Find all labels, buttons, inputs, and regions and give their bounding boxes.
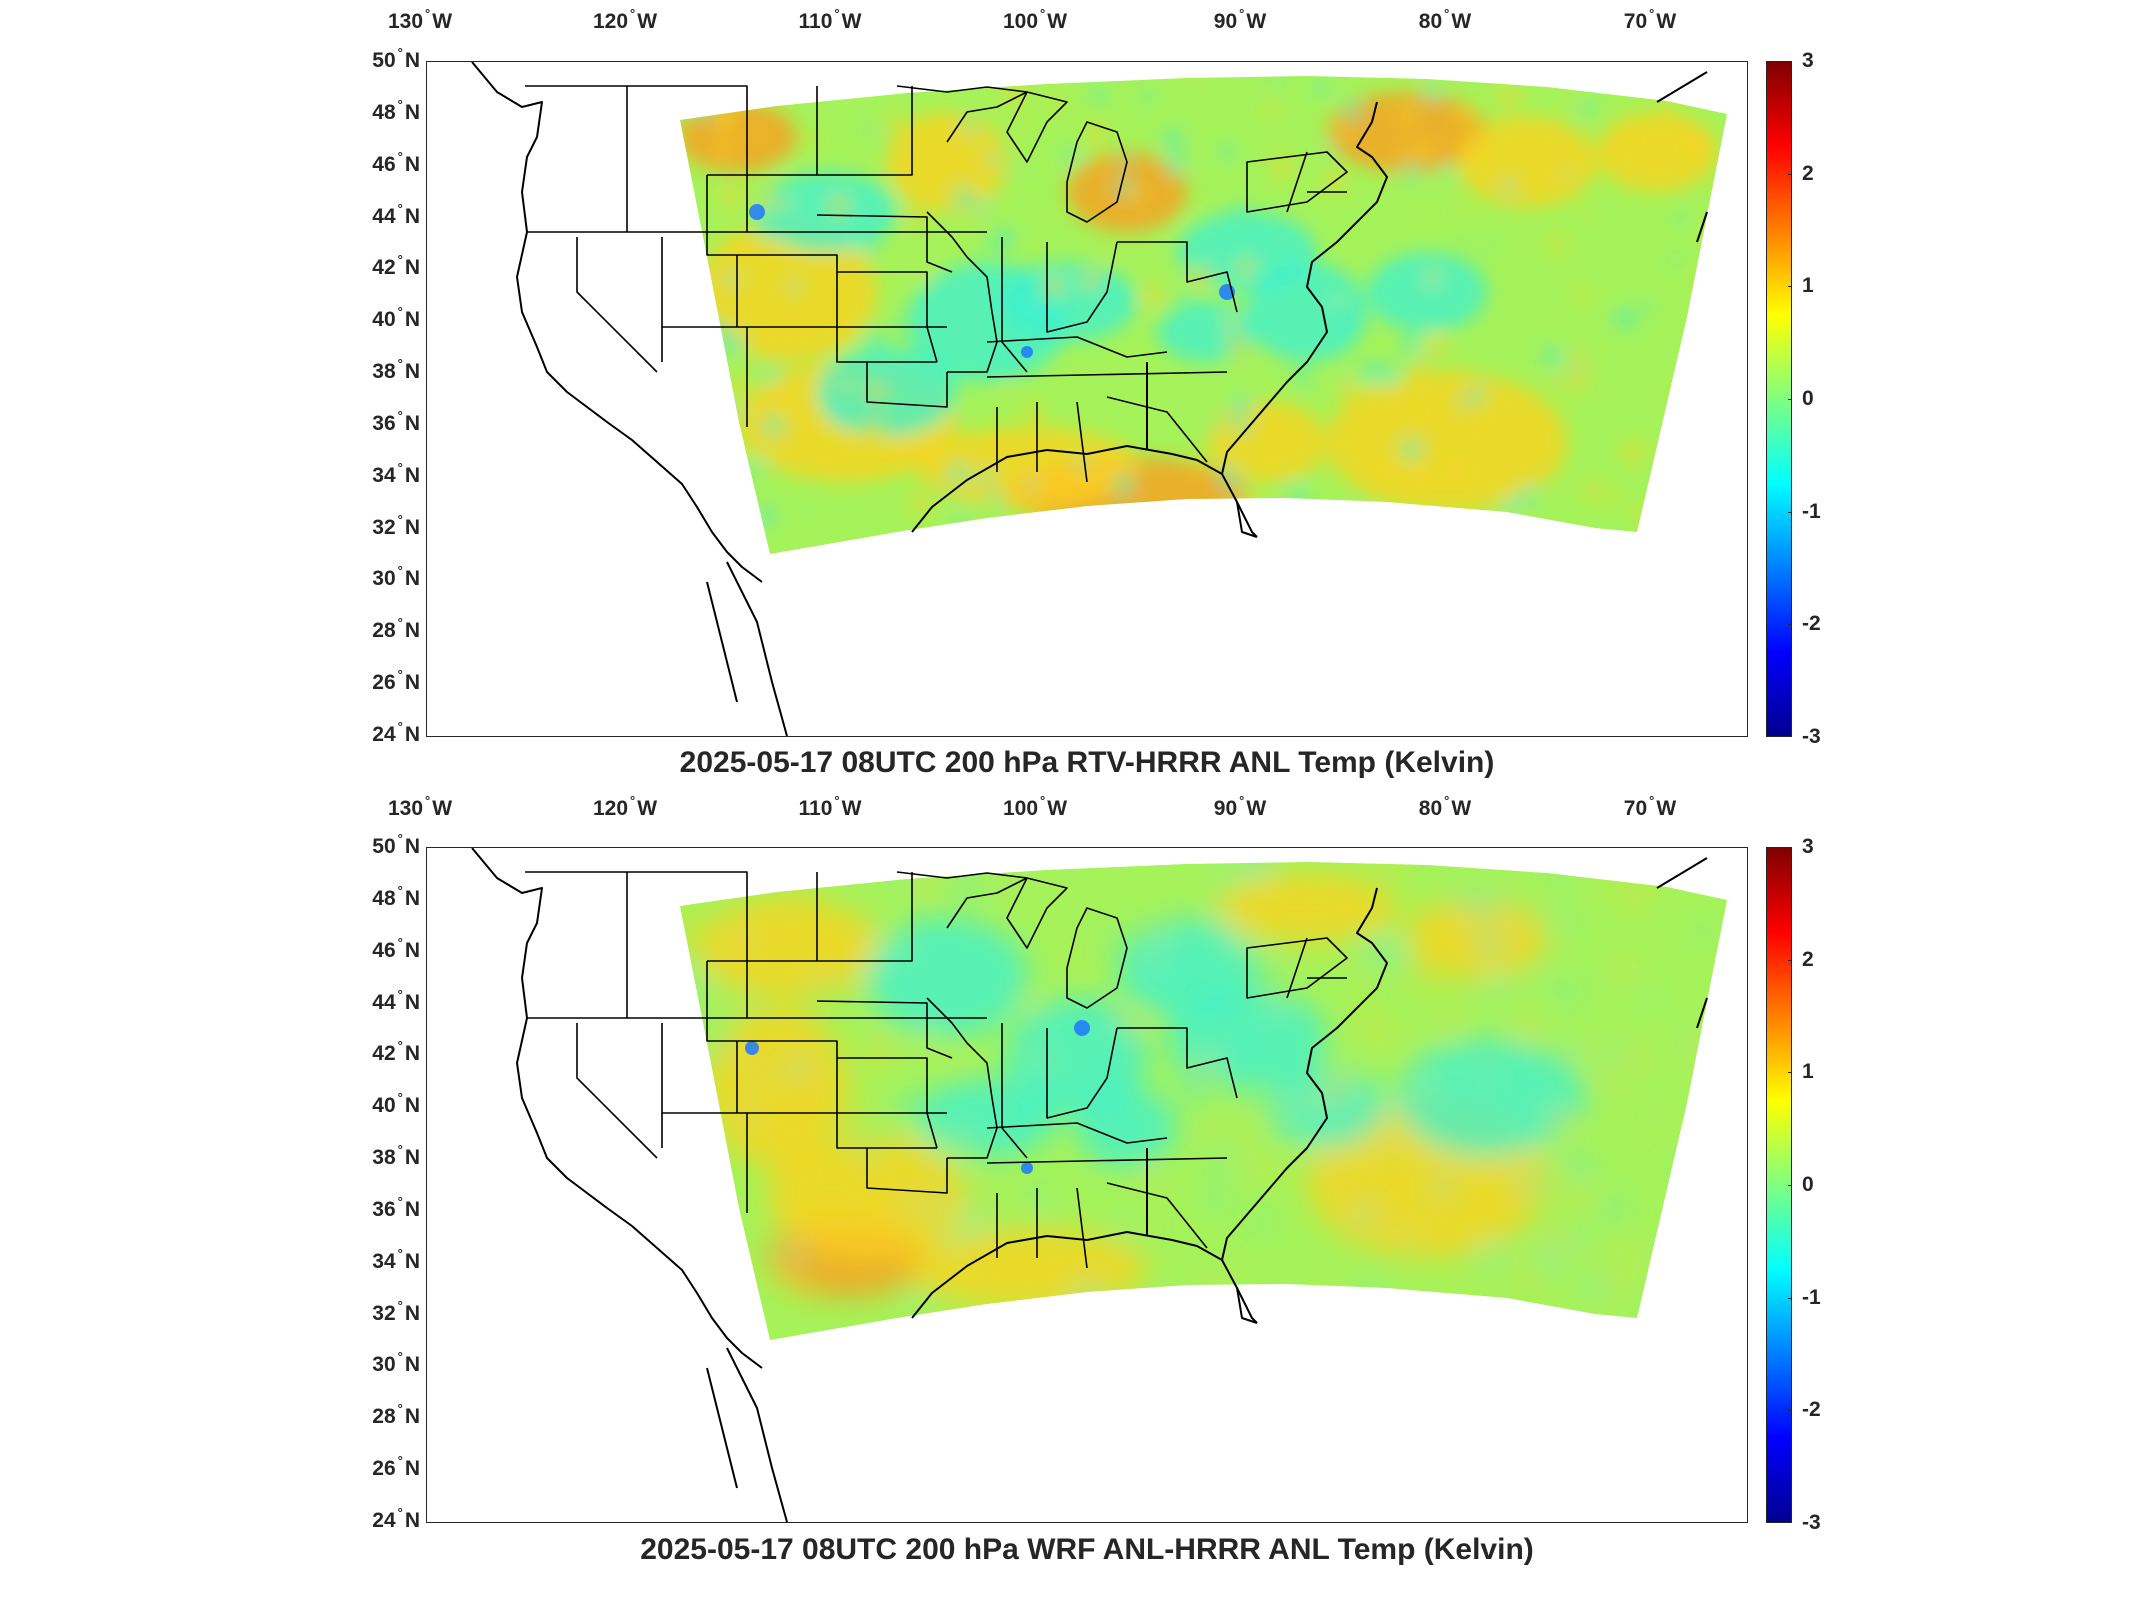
- lat-tick-label: 34 °N: [372, 1245, 420, 1273]
- lon-tick-label: 70 °W: [1623, 6, 1677, 33]
- colorbar-tick-mark: [1788, 286, 1792, 288]
- lat-tick-label: 48 °N: [372, 882, 420, 910]
- panel-title: 2025-05-17 08UTC 200 hPa WRF ANL-HRRR AN…: [640, 1533, 1534, 1566]
- colorbar: [1766, 847, 1792, 1523]
- lat-tick-label: 38 °N: [372, 1142, 420, 1170]
- colorbar-tick-mark: [1788, 736, 1792, 737]
- colorbar-tick-label: 1: [1802, 1060, 1814, 1084]
- colorbar-tick-label: -3: [1802, 725, 1821, 748]
- lon-tick-label: 130 °W: [387, 6, 453, 33]
- lat-tick-label: 42 °N: [372, 1038, 420, 1066]
- colorbar-tick-label: 3: [1802, 835, 1814, 858]
- lat-tick-label: 24 °N: [372, 719, 420, 746]
- lon-tick-label: 80 °W: [1418, 6, 1472, 33]
- colorbar-tick-label: 2: [1802, 947, 1814, 971]
- lat-tick-label: 44 °N: [372, 200, 420, 228]
- colorbar-tick-label: 0: [1802, 387, 1814, 410]
- lon-tick-label: 90 °W: [1213, 793, 1267, 820]
- lat-tick-label: 30 °N: [372, 1349, 420, 1377]
- lat-tick-label: 34 °N: [372, 459, 420, 487]
- colorbar-tick-label: -2: [1802, 1398, 1821, 1422]
- map-frame: [426, 61, 1748, 737]
- lat-tick-label: 28 °N: [372, 615, 420, 643]
- colorbar-tick-label: -1: [1802, 1285, 1821, 1309]
- lat-tick-label: 38 °N: [372, 356, 420, 384]
- colorbar-tick-mark: [1788, 173, 1792, 175]
- colorbar-tick-mark: [1788, 1072, 1792, 1074]
- lat-tick-label: 32 °N: [372, 1297, 420, 1325]
- lat-tick-label: 50 °N: [372, 45, 420, 72]
- lon-tick-label: 120 °W: [592, 6, 658, 33]
- lat-tick-label: 46 °N: [372, 934, 420, 962]
- colorbar-tick-mark: [1788, 847, 1792, 848]
- colorbar-tick-label: -1: [1802, 499, 1821, 523]
- lon-tick-label: 100 °W: [1002, 793, 1068, 820]
- lat-tick-label: 40 °N: [372, 1090, 420, 1118]
- lat-tick-label: 44 °N: [372, 986, 420, 1014]
- lon-tick-label: 110 °W: [798, 6, 862, 33]
- colorbar-tick-mark: [1788, 1185, 1792, 1186]
- lat-tick-label: 46 °N: [372, 148, 420, 176]
- colorbar-tick-mark: [1788, 1522, 1792, 1523]
- lon-tick-label: 100 °W: [1002, 6, 1068, 33]
- lat-tick-label: 30 °N: [372, 563, 420, 591]
- colorbar-tick-label: -2: [1802, 612, 1821, 636]
- lat-tick-label: 48 °N: [372, 96, 420, 124]
- colorbar-tick-mark: [1788, 511, 1792, 513]
- lat-tick-label: 26 °N: [372, 1453, 420, 1481]
- colorbar-tick-mark: [1788, 1410, 1792, 1412]
- lat-tick-label: 28 °N: [372, 1401, 420, 1429]
- lat-tick-label: 36 °N: [372, 407, 420, 435]
- lon-tick-label: 130 °W: [387, 793, 453, 820]
- lat-tick-label: 36 °N: [372, 1193, 420, 1221]
- lat-tick-label: 42 °N: [372, 252, 420, 280]
- lon-tick-label: 80 °W: [1418, 793, 1472, 820]
- colorbar-tick-label: 2: [1802, 161, 1814, 185]
- lat-tick-label: 40 °N: [372, 304, 420, 332]
- colorbar-tick-mark: [1788, 959, 1792, 961]
- panel-title: 2025-05-17 08UTC 200 hPa RTV-HRRR ANL Te…: [679, 746, 1495, 779]
- lon-tick-label: 70 °W: [1623, 793, 1677, 820]
- lon-tick-label: 90 °W: [1213, 6, 1267, 33]
- lat-tick-label: 26 °N: [372, 667, 420, 695]
- colorbar-tick-mark: [1788, 61, 1792, 62]
- colorbar-tick-mark: [1788, 1297, 1792, 1299]
- map-plot: [471, 848, 1727, 1522]
- map-frame: [426, 847, 1748, 1523]
- map-plot: [471, 62, 1727, 736]
- colorbar-tick-mark: [1788, 624, 1792, 626]
- colorbar-tick-label: 3: [1802, 49, 1814, 72]
- colorbar-tick-label: 0: [1802, 1173, 1814, 1196]
- lat-tick-label: 50 °N: [372, 831, 420, 858]
- lat-tick-label: 32 °N: [372, 511, 420, 539]
- lon-tick-label: 110 °W: [798, 793, 862, 820]
- lon-tick-label: 120 °W: [592, 793, 658, 820]
- lat-tick-label: 24 °N: [372, 1505, 420, 1532]
- colorbar-tick-mark: [1788, 399, 1792, 400]
- colorbar-tick-label: 1: [1802, 274, 1814, 298]
- colorbar-tick-label: -3: [1802, 1511, 1821, 1534]
